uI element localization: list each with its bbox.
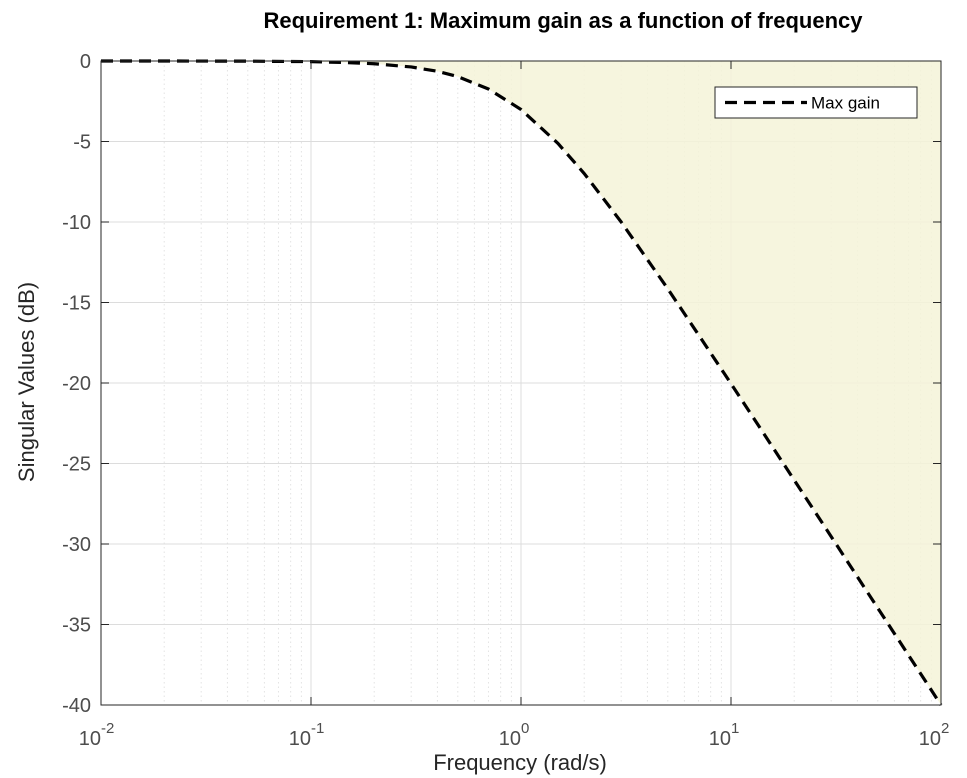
y-tick-label: -35 (62, 615, 91, 637)
series-layer (101, 59, 943, 706)
chart-title: Requirement 1: Maximum gain as a functio… (264, 8, 864, 33)
x-tick-label-base: 10 (709, 728, 731, 750)
x-tick-label-exponent: -1 (311, 720, 324, 737)
x-tick-label-base: 10 (919, 728, 941, 750)
x-tick-label: 10 0 (499, 720, 530, 750)
y-tick-label: -20 (62, 373, 91, 395)
y-axis-label: Singular Values (dB) (14, 282, 39, 482)
x-tick-label-exponent: 2 (941, 720, 949, 737)
y-tick-label: -5 (73, 132, 91, 154)
y-tick-label: -25 (62, 454, 91, 476)
x-tick-label-exponent: 0 (521, 720, 529, 737)
x-tick-label-base: 10 (499, 728, 521, 750)
x-tick-label-exponent: -2 (101, 720, 114, 737)
legend: Max gain (714, 86, 918, 119)
shaded-region (101, 61, 941, 705)
shaded-region-layer (101, 61, 941, 705)
x-tick-label-exponent: 1 (731, 720, 739, 737)
y-tick-label: 0 (80, 51, 91, 73)
y-tick-label: -15 (62, 293, 91, 315)
x-tick-label: 10 -1 (289, 720, 325, 750)
y-tick-label: -10 (62, 212, 91, 234)
x-tick-label: 10 1 (709, 720, 740, 750)
x-tick-label-base: 10 (289, 728, 311, 750)
x-axis-label: Frequency (rad/s) (433, 750, 607, 775)
y-tick-label: -30 (62, 534, 91, 556)
legend-label: Max gain (811, 94, 880, 113)
x-tick-label: 10 2 (919, 720, 950, 750)
x-tick-label-base: 10 (79, 728, 101, 750)
y-tick-label: -40 (62, 695, 91, 717)
series-line-max-gain (101, 59, 943, 706)
axes (100, 60, 942, 706)
x-tick-label: 10 -2 (79, 720, 115, 750)
